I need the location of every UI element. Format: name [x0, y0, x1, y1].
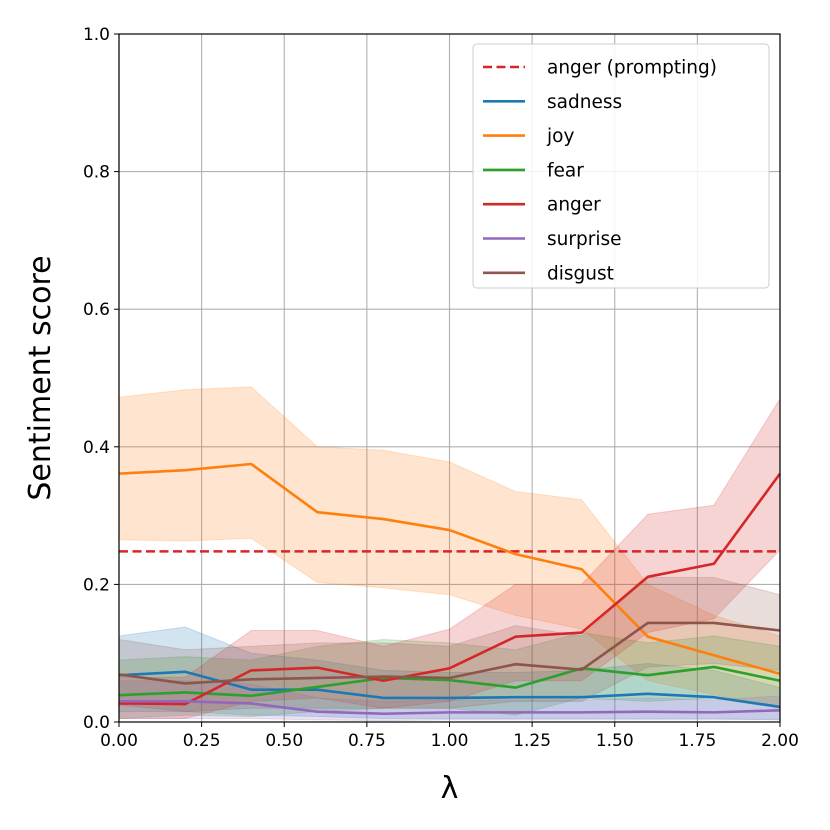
- axis-ticks: 0.00 0.25 0.50 0.75 1.00 1.25 1.50 1.75 2.00 0.0 0…: [83, 25, 799, 751]
- y-tick-label: 0.2: [83, 575, 110, 595]
- legend-label: disgust: [547, 263, 614, 284]
- y-tick-label: 0.4: [83, 438, 110, 458]
- legend-label: anger: [547, 195, 601, 216]
- y-tick-label: 0.0: [83, 713, 110, 733]
- x-tick-label: 1.75: [678, 731, 716, 751]
- joy-line: [118, 462, 781, 676]
- y-tick-label: 0.6: [83, 300, 110, 320]
- x-tick-label: 2.00: [761, 731, 799, 751]
- x-axis-title: λ: [441, 771, 459, 806]
- legend-label: joy: [546, 126, 574, 147]
- fear-line: [118, 665, 781, 698]
- legend-label: fear: [547, 160, 584, 181]
- x-tick-label: 1.00: [431, 731, 469, 751]
- legend-label: sadness: [547, 92, 622, 113]
- disgust-line: [118, 621, 781, 685]
- y-tick-label: 0.8: [83, 163, 110, 183]
- legend: anger (prompting) sadness joy fear anger surp…: [472, 43, 770, 289]
- series-lines: [118, 462, 782, 716]
- y-tick-label: 1.0: [83, 25, 110, 45]
- sadness-line: [118, 670, 781, 709]
- x-tick-label: 1.50: [596, 731, 634, 751]
- surprise-line: [119, 700, 781, 716]
- legend-box: [472, 43, 770, 289]
- x-tick-label: 0.00: [100, 731, 138, 751]
- x-tick-label: 1.25: [513, 731, 551, 751]
- legend-label: anger (prompting): [547, 58, 717, 79]
- x-tick-label: 0.75: [348, 731, 386, 751]
- x-tick-label: 0.50: [265, 731, 303, 751]
- legend-label: surprise: [547, 229, 621, 250]
- x-tick-label: 0.25: [183, 731, 221, 751]
- y-axis-title: Sentiment score: [23, 255, 58, 500]
